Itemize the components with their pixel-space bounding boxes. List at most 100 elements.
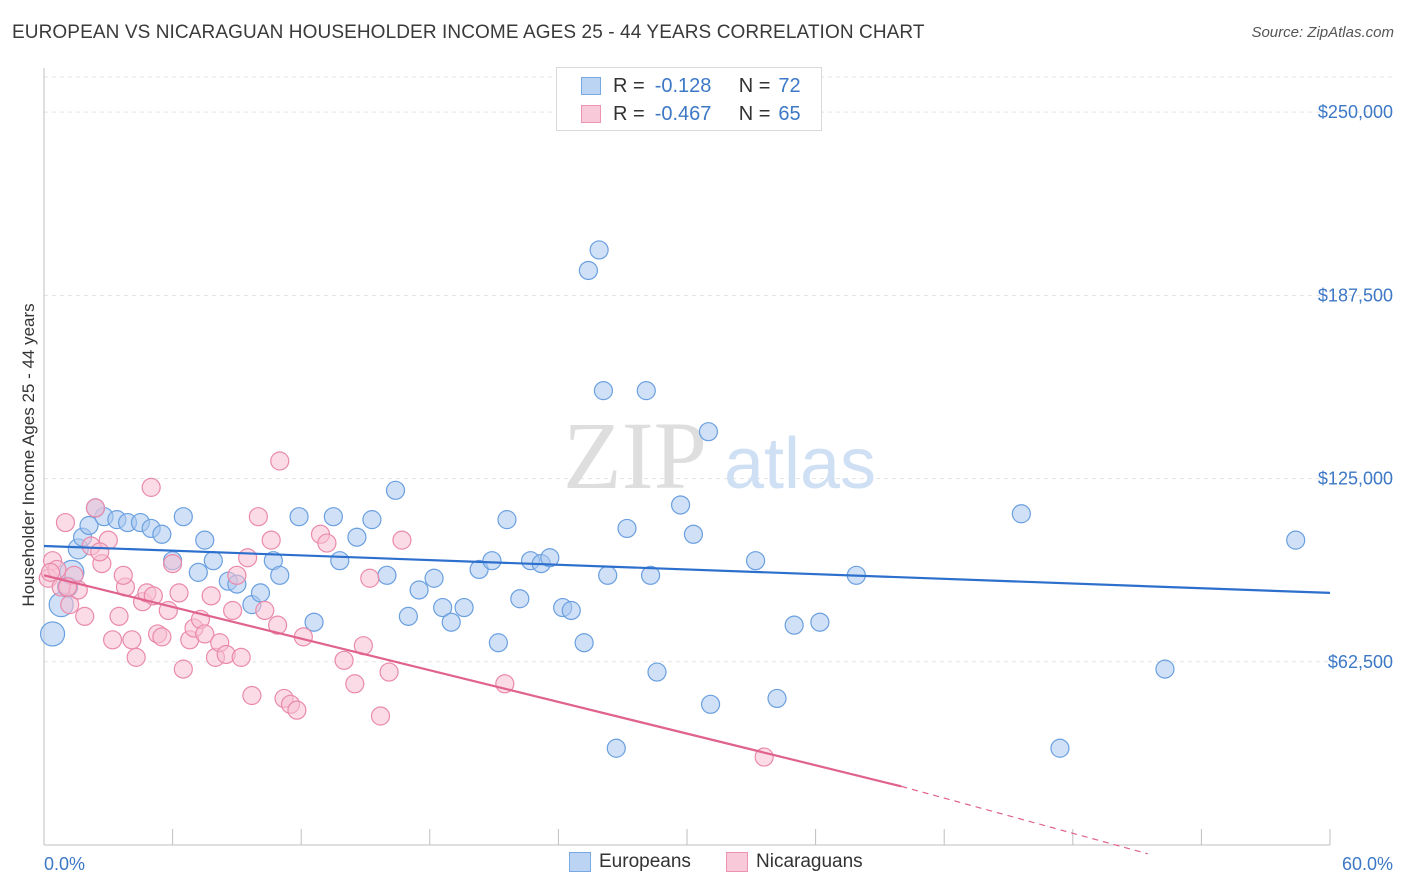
data-point (683, 524, 704, 544)
data-point (398, 606, 418, 626)
data-point (173, 507, 193, 527)
data-point (347, 527, 367, 547)
y-tick-label: $125,000 (1318, 469, 1393, 489)
data-point (126, 647, 146, 667)
legend-n-label: N = (738, 102, 771, 125)
data-point (360, 568, 380, 588)
data-point (578, 260, 599, 281)
data-point (102, 630, 123, 650)
data-point (169, 583, 189, 603)
data-point (113, 565, 133, 585)
data-point (334, 650, 354, 670)
data-point (510, 589, 530, 609)
data-point (242, 685, 262, 706)
data-point (617, 518, 637, 539)
data-point (574, 633, 594, 653)
grid-lines (44, 76, 1395, 663)
data-point (784, 615, 804, 635)
data-point (589, 240, 609, 260)
watermark-atlas: atlas (724, 424, 876, 504)
legend-row-nicaraguans: R = -0.467 N = 65 (557, 100, 801, 128)
trend-lines (43, 544, 1331, 855)
data-point (152, 524, 172, 544)
data-point (433, 597, 453, 618)
data-point (640, 565, 661, 585)
legend-label-europeans: Europeans (599, 851, 691, 872)
data-point (90, 542, 110, 562)
data-point (409, 580, 429, 600)
series-legend: Europeans Nicaraguans (0, 851, 1406, 879)
legend-n-value: 65 (778, 102, 801, 125)
data-point (370, 706, 391, 726)
data-point (163, 553, 183, 574)
data-point (203, 551, 223, 571)
legend-swatch-nicaraguans (726, 852, 748, 872)
data-point (424, 568, 444, 588)
data-point (392, 530, 412, 550)
data-point (231, 647, 251, 667)
correlation-legend: R = -0.128 N = 72 R = -0.467 N = 65 (556, 67, 822, 131)
trend-line-nicaraguans-extension (901, 785, 1148, 855)
data-point (540, 548, 560, 568)
data-point (248, 507, 268, 527)
data-point (195, 624, 215, 644)
watermark-zip: ZIP (563, 402, 707, 509)
legend-r-label: R = (613, 74, 645, 97)
legend-swatch-europeans (569, 852, 591, 872)
data-point (561, 600, 581, 621)
data-point (255, 600, 275, 621)
legend-item-nicaraguans[interactable]: Nicaraguans (726, 851, 863, 873)
data-point (188, 562, 208, 582)
data-point (362, 510, 382, 530)
legend-label-nicaraguans: Nicaraguans (756, 851, 863, 872)
data-point (606, 738, 626, 758)
data-point (330, 551, 350, 571)
data-point (454, 597, 474, 618)
chart-title: EUROPEAN VS NICARAGUAN HOUSEHOLDER INCOM… (12, 22, 925, 43)
data-point (377, 565, 397, 585)
data-point (670, 495, 691, 515)
data-point (598, 565, 618, 585)
data-point (195, 530, 215, 550)
data-point (141, 477, 161, 497)
x-tick-label: 60.0% (1342, 854, 1393, 874)
data-point (79, 515, 99, 536)
legend-r-value: -0.467 (654, 102, 712, 125)
data-point (238, 548, 258, 568)
data-point (250, 583, 271, 603)
legend-r-label: R = (613, 102, 645, 125)
trend-line-nicaraguans (43, 574, 902, 788)
data-point (647, 662, 667, 682)
legend-item-europeans[interactable]: Europeans (569, 851, 691, 873)
data-point (745, 551, 766, 571)
data-point (379, 662, 399, 682)
data-point (289, 507, 309, 527)
x-tick-labels: 0.0% 60.0% (44, 854, 1393, 874)
data-point (1155, 659, 1175, 679)
source-credit: Source: ZipAtlas.com (1251, 24, 1394, 41)
data-point (201, 586, 221, 606)
data-point (1286, 530, 1306, 550)
trend-line-europeans (43, 544, 1331, 595)
data-point (109, 606, 129, 626)
data-point (270, 451, 290, 471)
data-point (223, 600, 243, 621)
data-point (75, 606, 95, 626)
legend-n-label: N = (738, 74, 771, 97)
data-point (304, 612, 324, 632)
data-point (323, 507, 343, 527)
y-tick-label: $62,500 (1328, 652, 1393, 672)
data-point (227, 565, 247, 585)
legend-row-europeans: R = -0.128 N = 72 (557, 72, 801, 100)
y-tick-label: $187,500 (1318, 285, 1393, 305)
legend-r-value: -0.128 (654, 74, 712, 97)
data-point (700, 694, 721, 714)
data-point (385, 480, 406, 500)
data-point (270, 565, 290, 585)
data-point (287, 700, 307, 720)
y-axis-label: Householder Income Ages 25 - 44 years (19, 303, 38, 606)
y-tick-labels: $62,500 $125,000 $187,500 $250,000 (1318, 102, 1393, 672)
data-point (152, 627, 172, 647)
data-point (482, 551, 502, 571)
